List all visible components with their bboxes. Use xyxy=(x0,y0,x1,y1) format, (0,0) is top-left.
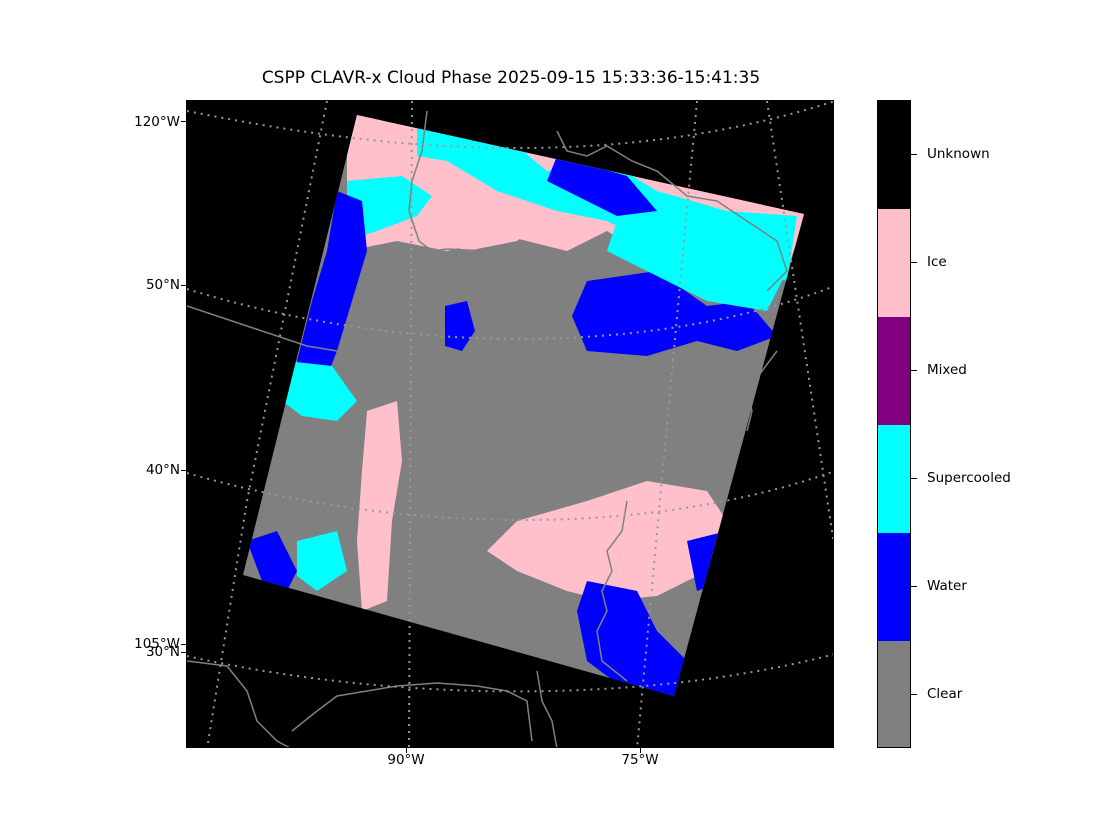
graticule xyxy=(187,101,833,747)
colorbar-segment-supercooled xyxy=(878,425,910,533)
ice-region-north-2 xyxy=(347,151,547,251)
cloud-phase-regions xyxy=(247,115,804,696)
colorbar-segment-ice xyxy=(878,209,910,317)
supercooled-region-west-2 xyxy=(282,361,357,421)
colorbar-label-ice: Ice xyxy=(927,254,947,270)
colorbar-tick xyxy=(911,586,917,587)
lat-label-120w: 120°W xyxy=(134,114,180,130)
colorbar-tick xyxy=(911,262,917,263)
supercooled-region-east xyxy=(607,221,787,311)
colorbar-label-clear: Clear xyxy=(927,686,963,702)
chart-title: CSPP CLAVR-x Cloud Phase 2025-09-15 15:3… xyxy=(261,68,761,88)
colorbar xyxy=(877,100,911,748)
colorbar-segment-water xyxy=(878,533,910,641)
lat-label-50n: 50°N xyxy=(145,277,180,293)
cloud-phase-map xyxy=(187,101,833,747)
y-tick xyxy=(181,652,186,653)
colorbar-tick xyxy=(911,370,917,371)
lat-label-40n: 40°N xyxy=(145,462,180,478)
y-tick xyxy=(181,285,186,286)
coastlines xyxy=(187,110,788,747)
colorbar-label-supercooled: Supercooled xyxy=(927,470,1011,486)
x-tick xyxy=(406,748,407,753)
colorbar-tick xyxy=(911,694,917,695)
water-region-southwest xyxy=(247,531,297,591)
y-tick xyxy=(181,644,186,645)
lat-label-105w: 105°W xyxy=(134,636,180,652)
supercooled-region-southwest xyxy=(297,531,347,591)
colorbar-label-unknown: Unknown xyxy=(927,146,990,162)
water-region-lake xyxy=(445,301,475,351)
ice-region-west-streak xyxy=(357,401,402,611)
colorbar-tick xyxy=(911,478,917,479)
lon-label-90w: 90°W xyxy=(387,752,425,768)
colorbar-segment-clear xyxy=(878,641,910,747)
water-region-west xyxy=(297,191,367,401)
y-tick xyxy=(181,121,186,122)
colorbar-tick xyxy=(911,154,917,155)
water-region-southeast xyxy=(577,581,687,696)
water-region-northeast xyxy=(547,156,657,216)
colorbar-label-mixed: Mixed xyxy=(927,362,967,378)
y-tick xyxy=(181,470,186,471)
colorbar-segment-unknown xyxy=(878,101,910,209)
lon-label-75w: 75°W xyxy=(621,752,659,768)
lat-label-30n: 30°N xyxy=(145,644,180,660)
colorbar-segment-mixed xyxy=(878,317,910,425)
colorbar-label-water: Water xyxy=(927,578,967,594)
x-tick xyxy=(640,748,641,753)
map-panel xyxy=(186,100,834,748)
